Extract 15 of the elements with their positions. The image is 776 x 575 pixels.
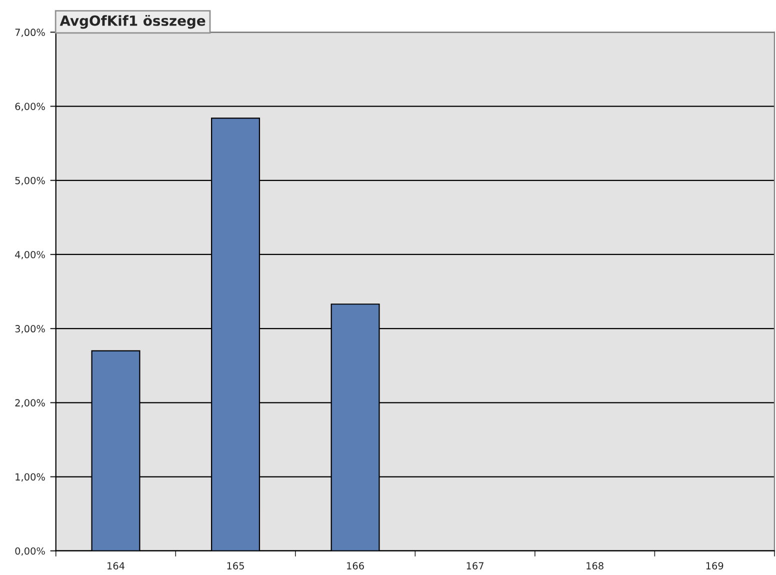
y-tick-label: 5,00% — [15, 176, 45, 186]
x-tick-label: 167 — [466, 562, 484, 570]
chart-title: AvgOfKif1 összege — [60, 14, 206, 29]
x-tick-label: 166 — [347, 562, 364, 570]
y-tick-label: 1,00% — [16, 473, 45, 482]
y-tick-label: 3,00% — [15, 325, 45, 334]
y-tick-label: 4,00% — [15, 250, 45, 260]
x-tick-label: 164 — [108, 562, 124, 570]
x-tick-label: 168 — [586, 562, 604, 570]
y-tick-label: 7,00% — [15, 28, 45, 38]
x-tick-label: 165 — [227, 562, 244, 570]
x-tick-label: 169 — [706, 562, 724, 570]
y-tick-label: 0,00% — [15, 547, 45, 556]
y-tick-label: 6,00% — [15, 102, 45, 112]
y-tick-label: 2,00% — [15, 399, 45, 408]
